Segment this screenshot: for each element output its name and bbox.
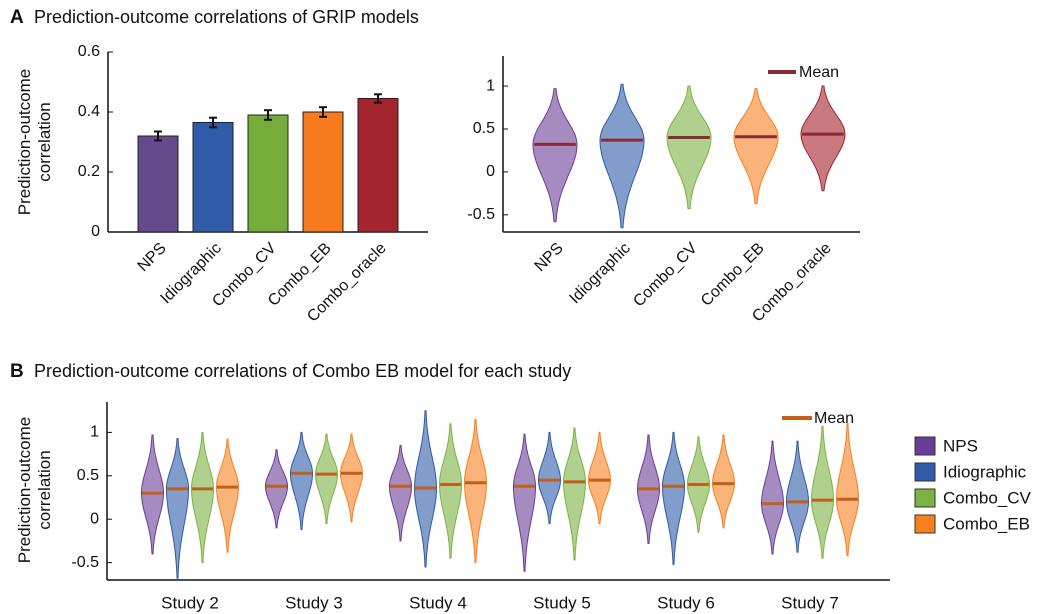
violin xyxy=(513,433,536,572)
violin xyxy=(760,440,785,555)
y-tick-label: 0.5 xyxy=(77,467,99,484)
y-tick-label: 1 xyxy=(90,424,99,441)
y-tick-label: 0 xyxy=(91,223,100,240)
x-tick-label: Study 6 xyxy=(657,593,715,612)
y-axis-label: Prediction-outcome correlation xyxy=(15,68,54,216)
violin xyxy=(191,431,214,564)
x-tick-label: Idiographic xyxy=(566,240,633,307)
legend-swatch xyxy=(914,514,936,534)
bar xyxy=(247,114,289,233)
panel-title: Prediction-outcome correlations of Combo… xyxy=(34,361,571,381)
panel-label: B xyxy=(10,361,24,382)
violin xyxy=(599,83,645,229)
bar xyxy=(137,135,179,233)
y-tick-label: 1 xyxy=(486,77,495,94)
x-tick-label: NPS xyxy=(532,240,567,275)
violin xyxy=(811,425,834,559)
legend-label: Combo_CV xyxy=(943,488,1032,507)
violin xyxy=(835,423,860,557)
bar xyxy=(302,111,344,233)
y-axis-label: Prediction-outcome correlation xyxy=(15,416,54,564)
violin xyxy=(388,444,413,542)
bar xyxy=(192,122,234,233)
x-tick-label: Study 3 xyxy=(285,593,343,612)
violin xyxy=(733,88,779,205)
violin xyxy=(215,438,240,553)
x-tick-label: Study 4 xyxy=(409,593,467,612)
panel-title: Prediction-outcome correlations of GRIP … xyxy=(34,7,419,27)
legend-swatch xyxy=(914,436,936,456)
violin xyxy=(166,438,189,579)
violin xyxy=(800,85,846,192)
panel-label: A xyxy=(10,7,24,28)
legend-label: Mean xyxy=(814,410,854,427)
y-tick-label: -0.5 xyxy=(71,554,99,571)
violin xyxy=(666,85,712,210)
x-tick-label: Study 2 xyxy=(161,593,219,612)
legend-swatch xyxy=(914,462,936,482)
violin xyxy=(563,427,586,561)
x-tick-label: NPS xyxy=(135,240,170,275)
violin xyxy=(438,423,463,559)
violin xyxy=(289,431,314,531)
y-tick-label: -0.5 xyxy=(467,206,495,223)
violin xyxy=(587,431,612,525)
legend-swatch xyxy=(914,488,936,508)
violin xyxy=(711,434,736,529)
violin xyxy=(532,88,578,223)
violin xyxy=(463,418,488,564)
y-tick-label: 0 xyxy=(486,163,495,180)
y-tick-label: 0 xyxy=(90,510,99,527)
y-tick-label: 0.5 xyxy=(473,120,495,137)
violin xyxy=(785,440,810,553)
legend-label: Combo_EB xyxy=(943,514,1030,533)
legend-label: Mean xyxy=(799,64,839,81)
x-tick-label: Combo_EB xyxy=(698,240,768,310)
y-tick-label: 0.2 xyxy=(78,163,100,180)
x-tick-label: Study 7 xyxy=(781,593,839,612)
bar xyxy=(357,98,399,233)
y-tick-label: 0.4 xyxy=(78,103,100,120)
violin xyxy=(314,433,339,525)
violin xyxy=(537,431,562,525)
x-tick-label: Study 5 xyxy=(533,593,591,612)
violin xyxy=(339,433,364,523)
violin xyxy=(662,431,685,565)
legend-label: NPS xyxy=(943,436,978,455)
y-tick-label: 0.6 xyxy=(78,43,100,60)
violin xyxy=(265,449,288,529)
x-tick-label: Combo_CV xyxy=(630,240,701,311)
legend-label: Idiographic xyxy=(943,462,1027,481)
